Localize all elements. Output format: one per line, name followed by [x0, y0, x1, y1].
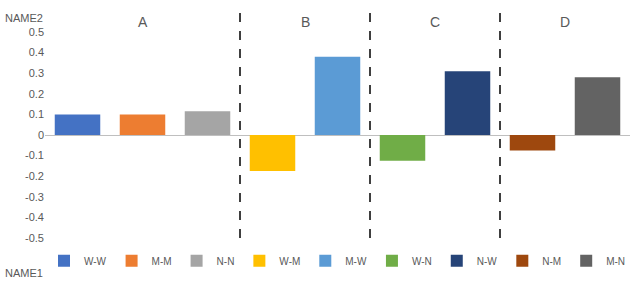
- svg-text:M-N: M-N: [606, 256, 625, 267]
- svg-text:0.1: 0.1: [29, 108, 44, 120]
- svg-text:W-M: W-M: [279, 256, 300, 267]
- svg-text:-0.5: -0.5: [25, 232, 44, 244]
- svg-text:W-W: W-W: [84, 256, 107, 267]
- svg-text:C: C: [430, 14, 440, 30]
- svg-text:N-W: N-W: [477, 256, 498, 267]
- svg-text:0.3: 0.3: [29, 67, 44, 79]
- svg-text:-0.2: -0.2: [25, 170, 44, 182]
- svg-text:-0.1: -0.1: [25, 149, 44, 161]
- svg-text:-0.4: -0.4: [25, 211, 44, 223]
- svg-text:W-N: W-N: [412, 256, 432, 267]
- svg-text:NAME1: NAME1: [5, 267, 43, 279]
- svg-text:N-N: N-N: [217, 256, 235, 267]
- svg-text:-0.3: -0.3: [25, 191, 44, 203]
- svg-text:0: 0: [38, 129, 44, 141]
- svg-text:N-M: N-M: [542, 256, 561, 267]
- svg-text:M-M: M-M: [152, 256, 172, 267]
- svg-text:NAME2: NAME2: [5, 12, 43, 24]
- svg-text:0.4: 0.4: [29, 46, 44, 58]
- svg-text:0.5: 0.5: [29, 26, 44, 38]
- svg-text:D: D: [560, 14, 570, 30]
- svg-text:M-W: M-W: [345, 256, 367, 267]
- svg-text:A: A: [138, 14, 148, 30]
- svg-text:B: B: [301, 14, 310, 30]
- svg-text:0.2: 0.2: [29, 88, 44, 100]
